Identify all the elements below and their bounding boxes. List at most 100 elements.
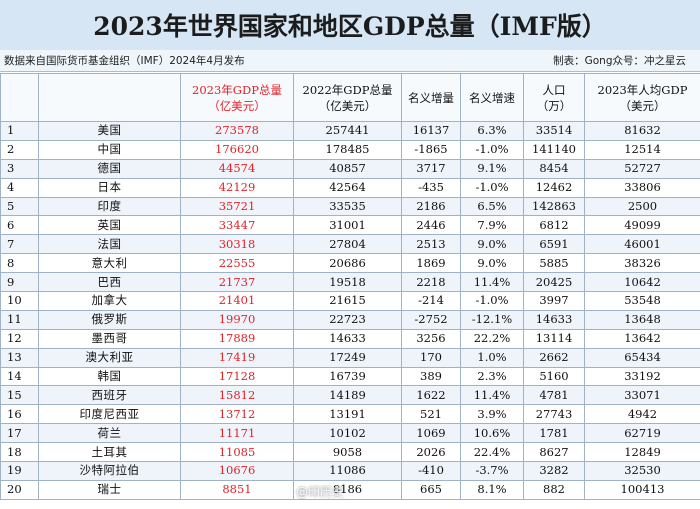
table-header-row: 2023年GDP总量 （亿美元） 2022年GDP总量 （亿美元） 名义增量 名… [0,73,700,122]
per-capita-cell: 2500 [584,196,700,217]
country-cell: 法国 [38,234,181,255]
per-capita-cell: 38326 [584,253,700,274]
gdp2022-cell: 16739 [293,366,402,387]
gdp2023-cell: 21401 [180,291,294,311]
country-cell: 瑞士 [38,479,181,500]
per-capita-cell: 33806 [584,177,700,198]
increase-cell: 1869 [401,253,461,274]
per-capita-cell: 13648 [584,309,700,330]
header-nominal-growth: 名义增速 [460,73,524,122]
per-capita-cell: 4942 [584,404,700,425]
gdp2023-cell: 17128 [180,366,294,387]
table-row: 11 俄罗斯 19970 22723 -2752 -12.1% 14633 13648 [0,309,700,330]
per-capita-cell: 52727 [584,158,700,179]
population-cell: 1781 [523,423,585,444]
gdp2023-cell: 10676 [180,461,294,481]
country-cell: 澳大利亚 [38,347,181,368]
header-per-capita-line2: （美元） [619,98,666,113]
population-cell: 27743 [523,404,585,425]
country-cell: 沙特阿拉伯 [38,461,181,481]
header-population-line2: （万） [536,98,572,113]
per-capita-cell: 65434 [584,347,700,368]
gdp2022-cell: 20686 [293,253,402,274]
rank-cell: 15 [0,385,39,406]
population-cell: 33514 [523,121,585,141]
country-cell: 德国 [38,158,181,179]
page-title: 2023年世界国家和地区GDP总量（IMF版） [0,0,700,50]
header-nominal-increase: 名义增量 [401,73,461,122]
growth-cell: 6.5% [460,196,524,217]
per-capita-cell: 33192 [584,366,700,387]
table-row: 19 沙特阿拉伯 10676 11086 -410 -3.7% 3282 32530 [0,461,700,481]
gdp2023-cell: 17419 [180,347,294,368]
increase-cell: -2752 [401,309,461,330]
country-cell: 巴西 [38,272,181,293]
growth-cell: 11.4% [460,272,524,293]
rank-cell: 2 [0,139,39,160]
table-row: 15 西班牙 15812 14189 1622 11.4% 4781 33071 [0,385,700,406]
country-cell: 加拿大 [38,291,181,311]
gdp2022-cell: 257441 [293,121,402,141]
gdp2023-cell: 35721 [180,196,294,217]
header-gdp2022: 2022年GDP总量 （亿美元） [293,73,402,122]
gdp2022-cell: 17249 [293,347,402,368]
gdp2022-cell: 14189 [293,385,402,406]
table-row: 16 印度尼西亚 13712 13191 521 3.9% 27743 4942 [0,404,700,425]
gdp2022-cell: 27804 [293,234,402,255]
growth-cell: 7.9% [460,215,524,236]
gdp2023-cell: 15812 [180,385,294,406]
growth-cell: -12.1% [460,309,524,330]
rank-cell: 14 [0,366,39,387]
header-per-capita: 2023年人均GDP （美元） [584,73,700,122]
increase-cell: 2446 [401,215,461,236]
rank-cell: 3 [0,158,39,179]
source-note: 数据来自国际货币基金组织（IMF）2024年4月发布 [4,55,245,67]
growth-cell: 6.3% [460,121,524,141]
country-cell: 日本 [38,177,181,198]
gdp2023-cell: 8851 [180,479,294,500]
growth-cell: 2.3% [460,366,524,387]
table-row: 8 意大利 22555 20686 1869 9.0% 5885 38326 [0,253,700,274]
maker-note: 制表：Gong众号：冲之星云 [553,55,686,67]
population-cell: 3282 [523,461,585,481]
growth-cell: 10.6% [460,423,524,444]
per-capita-cell: 46001 [584,234,700,255]
table-row: 10 加拿大 21401 21615 -214 -1.0% 3997 53548 [0,291,700,311]
table-row: 9 巴西 21737 19518 2218 11.4% 20425 10642 [0,272,700,293]
rank-cell: 11 [0,309,39,330]
growth-cell: 22.4% [460,442,524,463]
population-cell: 142863 [523,196,585,217]
rank-cell: 1 [0,121,39,141]
gdp2022-cell: 40857 [293,158,402,179]
header-population-line1: 人口 [542,82,566,97]
gdp2022-cell: 33535 [293,196,402,217]
growth-cell: -1.0% [460,291,524,311]
table-row: 18 土耳其 11085 9058 2026 22.4% 8627 12849 [0,442,700,463]
header-gdp2023-line2: （亿美元） [208,98,266,113]
country-cell: 墨西哥 [38,328,181,349]
growth-cell: 9.0% [460,253,524,274]
population-cell: 12462 [523,177,585,198]
rank-cell: 19 [0,461,39,481]
gdp2023-cell: 273578 [180,121,294,141]
per-capita-cell: 32530 [584,461,700,481]
per-capita-cell: 33071 [584,385,700,406]
increase-cell: 3717 [401,158,461,179]
growth-cell: 22.2% [460,328,524,349]
rank-cell: 9 [0,272,39,293]
gdp2023-cell: 44574 [180,158,294,179]
gdp2022-cell: 31001 [293,215,402,236]
increase-cell: 2186 [401,196,461,217]
increase-cell: 170 [401,347,461,368]
rank-cell: 16 [0,404,39,425]
rank-cell: 7 [0,234,39,255]
rank-cell: 17 [0,423,39,444]
increase-cell: -435 [401,177,461,198]
table-row: 4 日本 42129 42564 -435 -1.0% 12462 33806 [0,177,700,198]
gdp-table: 2023年GDP总量 （亿美元） 2022年GDP总量 （亿美元） 名义增量 名… [0,73,700,500]
gdp2023-cell: 176620 [180,139,294,160]
table-row: 7 法国 30318 27804 2513 9.0% 6591 46001 [0,234,700,255]
country-cell: 韩国 [38,366,181,387]
increase-cell: -410 [401,461,461,481]
population-cell: 141140 [523,139,585,160]
